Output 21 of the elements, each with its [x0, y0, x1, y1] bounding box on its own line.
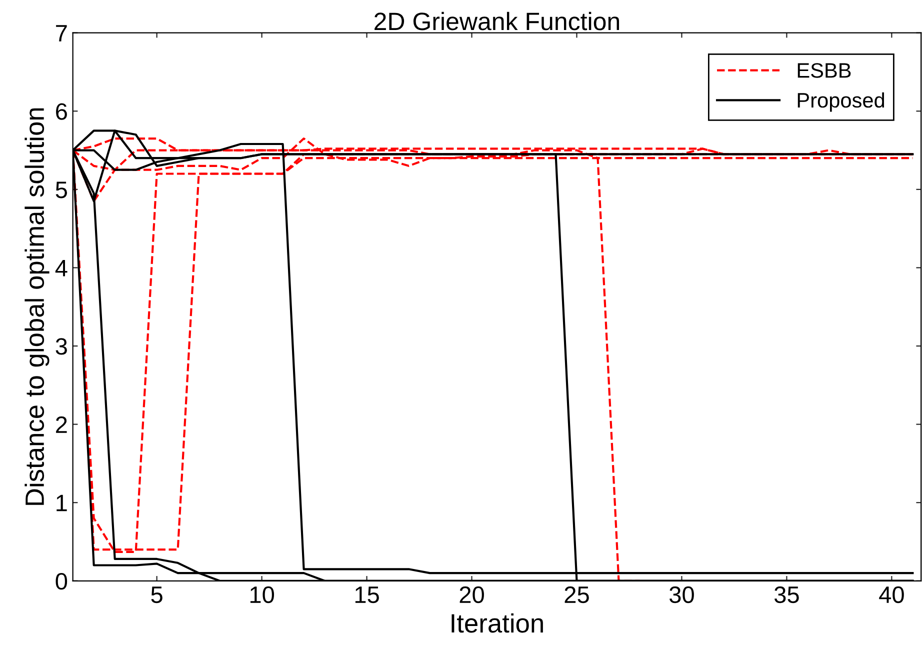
y-tick-label: 3: [56, 338, 67, 355]
x-tick-label: 10: [250, 586, 274, 604]
y-tick-label: 5: [56, 182, 67, 198]
x-tick-label: 40: [879, 586, 904, 604]
x-tick-label: 20: [460, 586, 484, 604]
x-axis-title: Iteration: [452, 613, 543, 633]
x-tick-label: 25: [564, 586, 589, 604]
legend-label: ESBB: [798, 63, 851, 78]
x-tick-label: 35: [774, 586, 799, 604]
y-tick-label: 4: [55, 260, 68, 276]
chart-title: 2D Griewank Function: [374, 12, 620, 30]
x-tick-label: 15: [355, 586, 379, 604]
y-tick-label: 1: [56, 494, 67, 512]
y-axis-title: Distance to global optimal solution: [24, 108, 50, 505]
x-tick-label: 5: [151, 586, 162, 604]
y-tick-label: 0: [56, 572, 68, 590]
y-tick-label: 7: [56, 25, 67, 42]
y-tick-label: 6: [56, 103, 67, 120]
legend-label: Proposed: [798, 92, 884, 112]
y-tick-label: 2: [56, 416, 67, 433]
x-tick-label: 30: [669, 586, 694, 604]
